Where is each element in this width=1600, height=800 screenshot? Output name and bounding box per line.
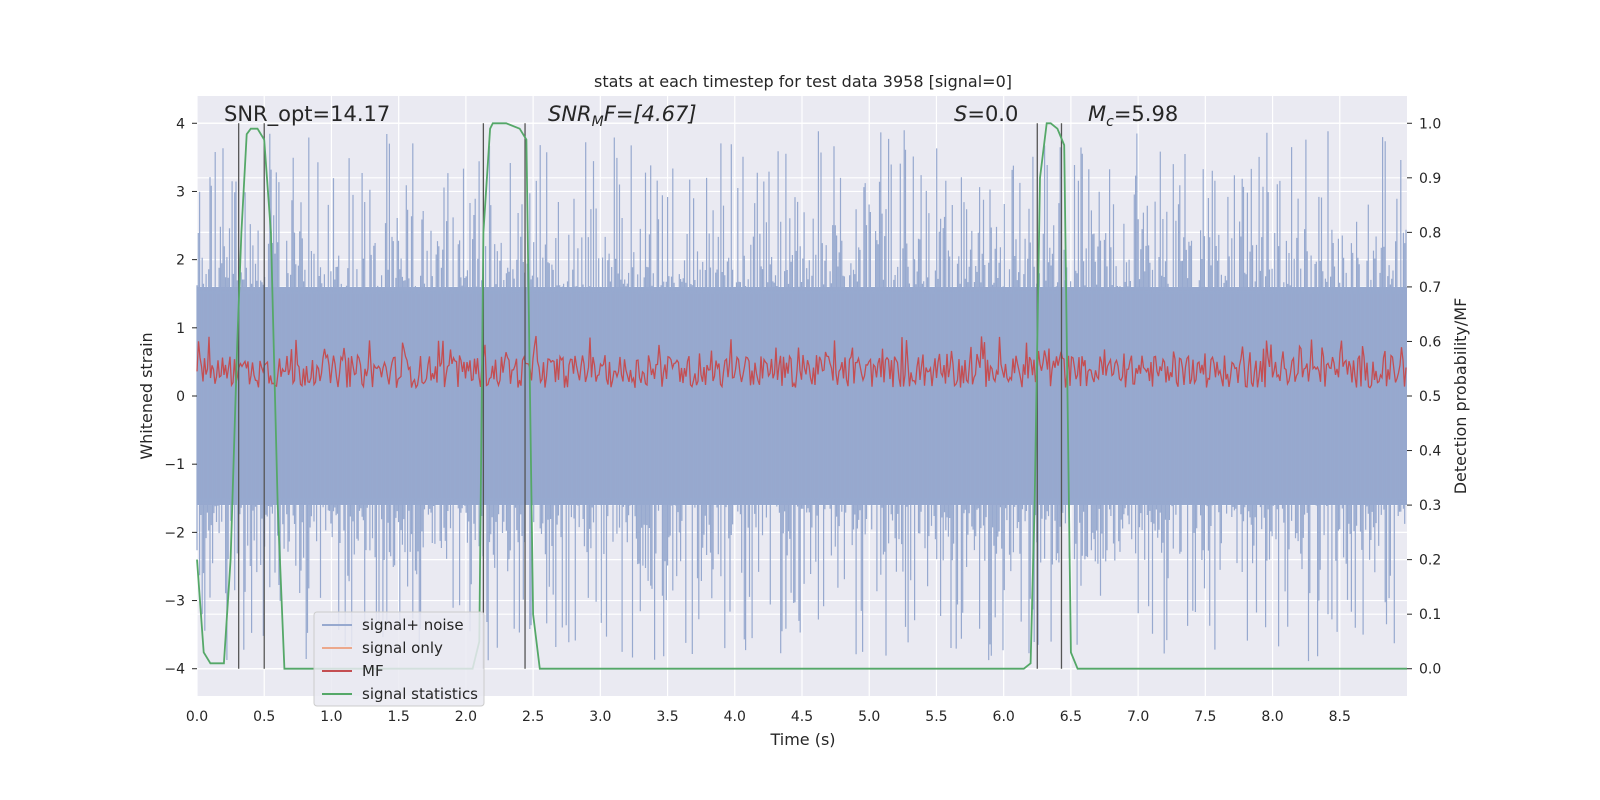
x-tick-label: 1.5 — [388, 709, 410, 725]
x-tick-label: 5.0 — [858, 709, 880, 725]
mc-val: =5.98 — [1114, 102, 1178, 126]
x-tick-label: 8.5 — [1329, 709, 1351, 725]
x-tick-label: 8.0 — [1261, 709, 1283, 725]
noise-trace — [196, 130, 1407, 662]
y-right-tick-label: 0.6 — [1419, 334, 1441, 350]
snr-mf-sub: M — [592, 114, 604, 130]
y-left-tick-label: −3 — [164, 594, 185, 610]
x-tick-label: 7.5 — [1194, 709, 1216, 725]
signal-noise-series — [196, 130, 1407, 662]
annotation-s: S=0.0 — [954, 102, 1018, 126]
annotation-snr-mf: SNRMF=[4.67] — [548, 102, 697, 130]
annotation-snr-opt: SNR_opt=14.17 — [224, 102, 390, 127]
x-tick-label: 4.5 — [791, 709, 813, 725]
legend-label: signal only — [362, 639, 443, 657]
right-y-axis-label: Detection probability/MF — [1451, 298, 1470, 495]
y-right-tick-label: 0.0 — [1419, 662, 1441, 678]
x-tick-label: 4.0 — [724, 709, 746, 725]
mc-sub: c — [1106, 114, 1114, 130]
y-left-tick-label: 3 — [176, 184, 185, 200]
s-var: S — [954, 102, 967, 126]
chart-title: stats at each timestep for test data 395… — [594, 72, 1012, 91]
mf-line — [196, 335, 1407, 390]
x-tick-label: 1.0 — [320, 709, 342, 725]
x-tick-label: 5.5 — [925, 709, 947, 725]
y-left-tick-label: 4 — [176, 116, 185, 132]
x-tick-label: 2.5 — [522, 709, 544, 725]
y-right-tick-label: 0.9 — [1419, 171, 1441, 187]
y-right-tick-label: 0.7 — [1419, 280, 1441, 296]
x-tick-label: 0.0 — [186, 709, 208, 725]
legend-label: signal statistics — [362, 685, 478, 703]
x-axis-label: Time (s) — [769, 730, 835, 749]
legend-label: signal+ noise — [362, 616, 464, 634]
x-tick-label: 0.5 — [253, 709, 275, 725]
s-val: =0.0 — [967, 102, 1018, 126]
y-left-tick-label: −4 — [164, 662, 185, 678]
left-y-axis-label: Whitened strain — [137, 332, 156, 459]
y-left-tick-label: 0 — [176, 389, 185, 405]
x-axis-ticks: 0.0 0.5 1.0 1.5 2.0 2.5 3.0 3.5 4.0 4.5 5.0 5.5 6.0 6… — [186, 709, 1351, 725]
y-left-tick-label: 1 — [176, 321, 185, 337]
mf-series — [196, 335, 1407, 390]
y-right-tick-label: 0.4 — [1419, 444, 1441, 460]
x-tick-label: 3.5 — [656, 709, 678, 725]
y-right-tick-label: 0.3 — [1419, 498, 1441, 514]
mc-base: M — [1088, 102, 1106, 126]
x-tick-label: 3.0 — [589, 709, 611, 725]
y-right-tick-label: 1.0 — [1419, 116, 1441, 132]
legend: signal+ noise signal only MF signal statist… — [313, 611, 485, 707]
y-right-tick-label: 0.8 — [1419, 225, 1441, 241]
annotation-mc: Mc=5.98 — [1088, 102, 1178, 130]
x-tick-label: 7.0 — [1127, 709, 1149, 725]
snr-mf-rest: F=[4.67] — [604, 102, 697, 126]
x-tick-label: 6.5 — [1060, 709, 1082, 725]
right-y-axis-ticks: 1.0 0.9 0.8 0.7 0.6 0.5 0.4 0.3 0.2 0.1 0.0 — [1407, 116, 1441, 678]
y-left-tick-label: 2 — [176, 253, 185, 269]
x-tick-label: 6.0 — [993, 709, 1015, 725]
legend-label: MF — [362, 662, 384, 680]
left-y-axis-ticks: 4 3 2 1 0 −1 −2 −3 −4 — [164, 116, 197, 678]
y-right-tick-label: 0.1 — [1419, 607, 1441, 623]
x-tick-label: 2.0 — [455, 709, 477, 725]
y-left-tick-label: −1 — [164, 457, 185, 473]
y-right-tick-label: 0.5 — [1419, 389, 1441, 405]
legend-box — [313, 611, 485, 707]
y-right-tick-label: 0.2 — [1419, 553, 1441, 569]
y-left-tick-label: −2 — [164, 525, 185, 541]
signal-statistics-line — [196, 122, 1407, 670]
signal-statistics-series — [196, 122, 1407, 670]
snr-mf-base: SNR — [548, 102, 592, 126]
